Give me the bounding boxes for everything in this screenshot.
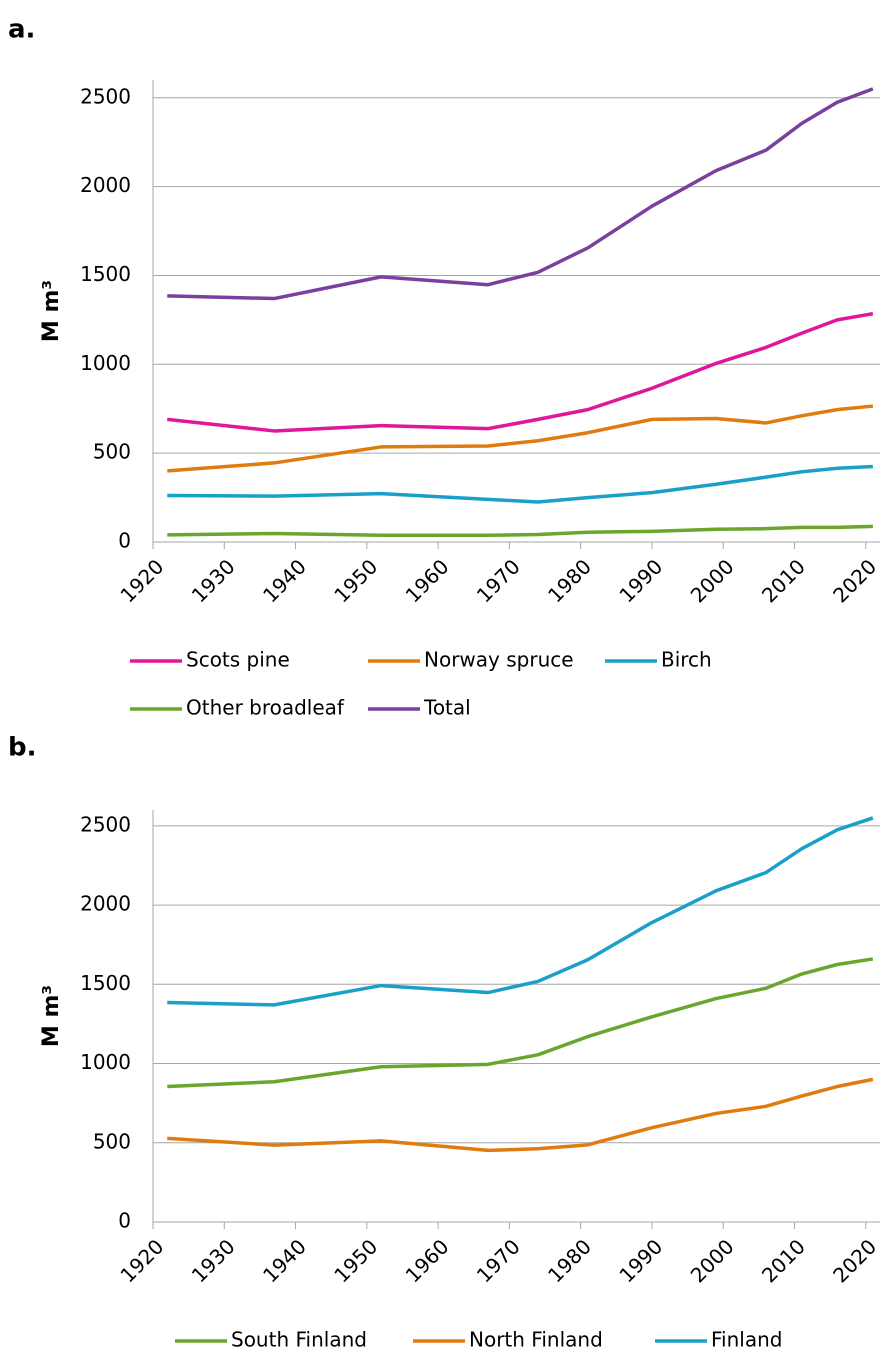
- x-tick-label: 1940: [258, 554, 311, 607]
- series-line: [167, 816, 874, 1007]
- legend-label: South Finland: [231, 1328, 367, 1351]
- legend-label: Finland: [711, 1328, 782, 1351]
- y-tick-label: 0: [118, 1209, 131, 1233]
- series-line: [167, 1077, 874, 1153]
- x-tick-label: 1970: [472, 1234, 525, 1287]
- x-tick-label: 1980: [543, 1234, 596, 1287]
- x-tick-label: 2020: [828, 1234, 881, 1287]
- series-line: [167, 524, 873, 537]
- legend-label: Norway spruce: [424, 648, 574, 672]
- panel-label: a.: [8, 15, 35, 45]
- y-tick-label: 500: [93, 1129, 131, 1153]
- y-tick-label: 2500: [80, 812, 131, 836]
- x-tick-label: 2000: [686, 554, 739, 607]
- y-tick-label: 2500: [80, 84, 131, 108]
- legend-label: Other broadleaf: [186, 696, 345, 720]
- x-tick-label: 2010: [757, 1234, 810, 1287]
- x-tick-label: 1950: [329, 1234, 382, 1287]
- y-tick-label: 2000: [80, 892, 131, 916]
- legend-label: Total: [423, 696, 471, 720]
- x-tick-label: 1930: [187, 554, 240, 607]
- y-axis-label: M m³: [39, 985, 64, 1047]
- x-tick-label: 2020: [828, 554, 881, 607]
- y-tick-label: 1000: [80, 1050, 131, 1074]
- series-line: [167, 957, 874, 1089]
- series-line: [167, 404, 874, 473]
- x-tick-label: 1990: [614, 1234, 667, 1287]
- x-tick-label: 1990: [614, 554, 667, 607]
- x-tick-label: 1960: [401, 1234, 454, 1287]
- series-line: [167, 87, 874, 301]
- y-tick-label: 500: [93, 440, 131, 464]
- legend-label: North Finland: [469, 1328, 603, 1351]
- x-tick-label: 1920: [115, 1234, 168, 1287]
- series-line: [167, 464, 873, 504]
- x-tick-label: 1970: [472, 554, 525, 607]
- legend-label: Scots pine: [186, 648, 290, 672]
- y-tick-label: 2000: [80, 173, 131, 197]
- legend-label: Birch: [661, 648, 712, 672]
- series-line: [167, 311, 874, 433]
- x-tick-label: 1950: [329, 554, 382, 607]
- panel-label: b.: [8, 733, 37, 763]
- y-tick-label: 1000: [80, 351, 131, 375]
- x-tick-label: 1980: [543, 554, 596, 607]
- x-tick-label: 1940: [258, 1234, 311, 1287]
- y-tick-label: 1500: [80, 971, 131, 995]
- y-tick-label: 1500: [80, 262, 131, 286]
- y-axis-label: M m³: [39, 280, 64, 342]
- y-tick-label: 0: [118, 529, 131, 553]
- x-tick-label: 1920: [115, 554, 168, 607]
- x-tick-label: 2010: [757, 554, 810, 607]
- x-tick-label: 1930: [187, 1234, 240, 1287]
- x-tick-label: 2000: [686, 1234, 739, 1287]
- x-tick-label: 1960: [401, 554, 454, 607]
